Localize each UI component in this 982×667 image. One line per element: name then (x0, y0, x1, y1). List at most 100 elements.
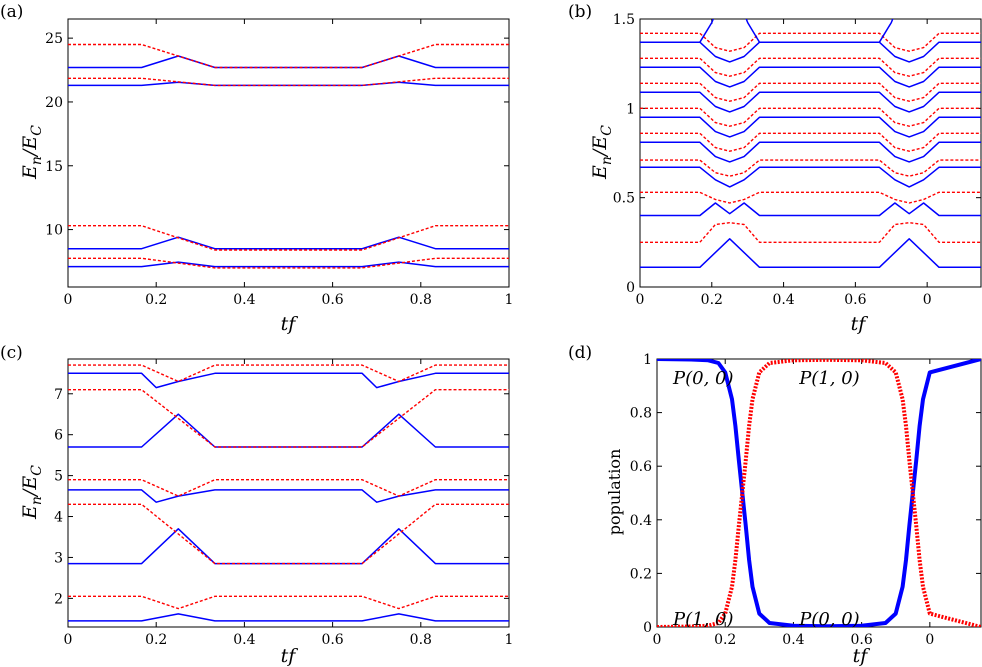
series-line-blue-2 (640, 202, 981, 217)
panel-label-b: (b) (568, 2, 592, 22)
series-line-red-1 (68, 595, 509, 610)
x-tick-label: 0.6 (844, 292, 866, 308)
y-axis-label-a: En/EC (19, 125, 45, 180)
plot-frame-b (639, 18, 982, 288)
y-axis-label-d: population (605, 449, 624, 536)
x-tick-label: 0.6 (321, 632, 343, 648)
series-line-red-3 (68, 479, 509, 497)
y-tick-label: 1 (643, 352, 652, 368)
y-tick-label: 10 (45, 223, 63, 239)
series-line-P(0,0) (657, 359, 981, 627)
x-tick-label: 0 (64, 292, 73, 308)
series-line-blue-3 (640, 166, 981, 188)
x-tick-label: 0.6 (321, 292, 343, 308)
panel-c: (c) 0 0.2 0.4 0.6 0.8 1 2 3 4 5 6 7 tf En/EC (0, 343, 513, 667)
x-ticks-d: 0 0.2 0.4 0.6 0 (653, 359, 934, 648)
y-axis-label-c: En/EC (19, 465, 45, 520)
annotation-label: P(0, 0) (798, 609, 860, 630)
x-axis-label-a: tf (281, 313, 299, 335)
panel-label-c: (c) (0, 343, 23, 363)
series-line-blue-7 (640, 66, 981, 88)
series-line-blue-rise-3 (878, 19, 894, 43)
y-tick-label: 3 (54, 550, 63, 566)
series-line-blue-rise-1 (699, 19, 715, 43)
series-line-blue-1 (68, 261, 509, 268)
y-tick-label: 5 (54, 469, 63, 485)
x-axis-label-c: tf (281, 645, 299, 667)
series-line-red-4 (640, 132, 981, 152)
plot-frame-a (67, 18, 510, 288)
series-group-a (68, 43, 509, 269)
series-line-blue-5 (68, 372, 509, 389)
x-tick-label: 0 (636, 292, 645, 308)
x-tick-label: 0.4 (233, 632, 255, 648)
series-group-d (657, 359, 981, 627)
series-line-red-2 (68, 503, 509, 565)
y-ticks-d: 0 0.2 0.4 0.6 0.8 1 (630, 352, 981, 636)
series-line-red-1 (640, 221, 981, 244)
x-ticks-c: 0 0.2 0.4 0.6 0.8 1 (64, 359, 513, 648)
x-ticks-a: 0 0.2 0.4 0.6 0.8 1 (64, 19, 514, 308)
annotation-label: P(0, 0) (672, 368, 734, 389)
series-line-red-1 (68, 257, 509, 269)
series-line-blue-6 (640, 91, 981, 113)
series-line-red-7 (640, 57, 981, 77)
panel-b: (b) 0 0.2 0.4 0.6 0 0 0.5 1 1.5 tf En/EC (568, 2, 982, 335)
y-tick-label: 0.4 (630, 513, 652, 529)
series-line-blue-4 (640, 141, 981, 163)
series-line-red-5 (640, 107, 981, 127)
series-line-blue-3 (68, 489, 509, 503)
y-tick-label: 0.2 (630, 566, 652, 582)
x-tick-label: 0 (653, 632, 662, 648)
x-axis-label-d: tf (853, 645, 871, 667)
panel-a: (a) 0 0.2 0.4 0.6 0.8 1 10 15 20 25 tf En/EC (0, 2, 513, 335)
panel-d: (d) 0 0.2 0.4 0.6 0 00.20.40.60.81 P(0, 0) P(… (568, 343, 982, 667)
y-tick-label: 6 (54, 428, 63, 444)
series-line-red-6 (640, 82, 981, 102)
y-tick-label: 4 (54, 510, 63, 526)
y-ticks-c: 2 3 4 5 6 7 (54, 387, 509, 607)
x-ticks-b: 0 0.2 0.4 0.6 0 (636, 19, 932, 308)
series-line-red-2 (640, 191, 981, 204)
series-line-blue-rise-2 (745, 19, 761, 43)
x-axis-label-b: tf (851, 313, 869, 335)
series-line-red-4 (68, 389, 509, 448)
y-axis-label-b: En/EC (589, 125, 615, 180)
annotation-label: P(1, 0) (672, 609, 734, 630)
series-line-red-3 (640, 159, 981, 177)
y-tick-label: 0 (643, 620, 652, 636)
y-tick-label: 0.8 (630, 406, 652, 422)
annotations-d: P(0, 0) P(1, 0) P(1, 0) P(0, 0) (672, 368, 860, 630)
x-tick-label: 0.2 (714, 632, 736, 648)
x-tick-label: 0.4 (233, 292, 255, 308)
series-group-c (68, 364, 509, 622)
y-ticks-a: 10 15 20 25 (45, 31, 509, 239)
y-tick-label: 0.5 (613, 191, 635, 207)
plot-frame-c (67, 358, 510, 628)
series-line-red-3 (68, 77, 509, 87)
series-line-blue-5 (640, 116, 981, 138)
series-line-blue-1 (640, 238, 981, 269)
series-line-red-2 (68, 224, 509, 251)
y-tick-label: 7 (54, 387, 63, 403)
x-tick-label: 0 (923, 292, 932, 308)
plot-frame-d (656, 358, 982, 628)
x-tick-label: 1 (505, 292, 514, 308)
x-tick-label: 0 (925, 632, 934, 648)
series-line-blue-4 (68, 413, 509, 448)
y-tick-label: 15 (45, 159, 63, 175)
x-tick-label: 0.2 (145, 292, 167, 308)
x-tick-label: 0.4 (772, 292, 794, 308)
y-ticks-b: 0 0.5 1 1.5 (613, 12, 981, 296)
y-tick-label: 2 (54, 591, 63, 607)
x-tick-label: 0.4 (782, 632, 804, 648)
y-tick-label: 0.6 (630, 459, 652, 475)
series-line-blue-4 (68, 55, 509, 69)
panel-label-a: (a) (0, 2, 23, 22)
y-tick-label: 1 (626, 101, 635, 117)
y-tick-label: 25 (45, 31, 63, 47)
series-line-red-4 (68, 43, 509, 69)
x-tick-label: 0.6 (850, 632, 872, 648)
series-line-blue-2 (68, 236, 509, 250)
series-line-blue-1 (68, 613, 509, 622)
